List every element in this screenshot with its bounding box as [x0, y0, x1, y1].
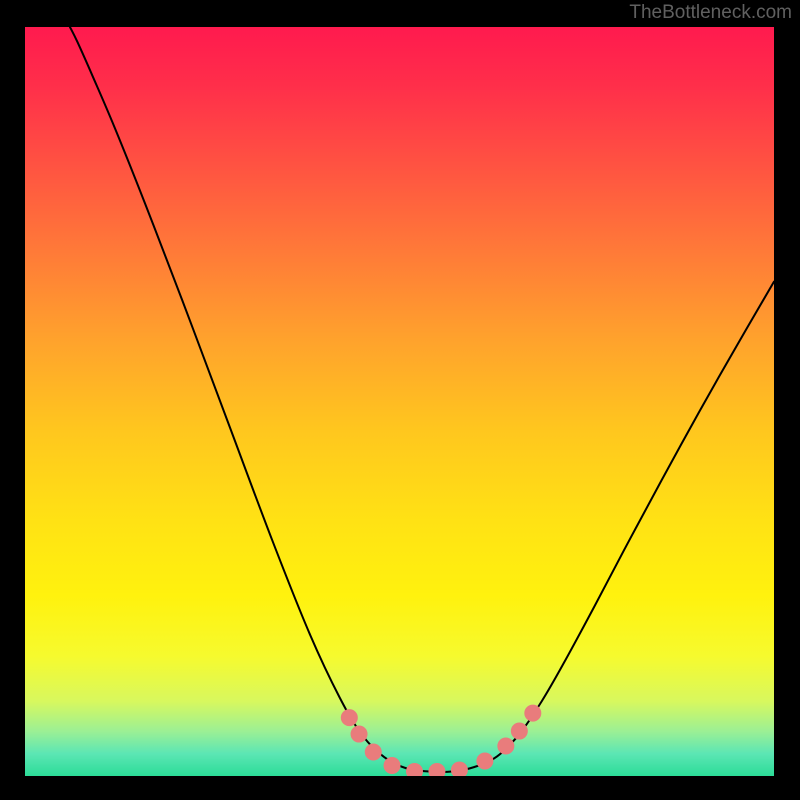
- curve-marker: [511, 723, 527, 739]
- watermark-text: TheBottleneck.com: [629, 2, 792, 24]
- curve-marker: [384, 758, 400, 774]
- chart-root: TheBottleneck.com: [0, 0, 800, 800]
- curve-marker: [477, 753, 493, 769]
- curve-marker: [365, 744, 381, 760]
- curve-marker: [525, 705, 541, 721]
- curve-marker: [341, 710, 357, 726]
- curve-marker: [351, 726, 367, 742]
- plot-frame: [25, 27, 774, 776]
- curve-marker: [406, 764, 422, 776]
- chart-background: [25, 27, 774, 776]
- curve-marker: [451, 762, 467, 776]
- bottleneck-curve-chart: [25, 27, 774, 776]
- curve-marker: [429, 764, 445, 776]
- curve-marker: [498, 738, 514, 754]
